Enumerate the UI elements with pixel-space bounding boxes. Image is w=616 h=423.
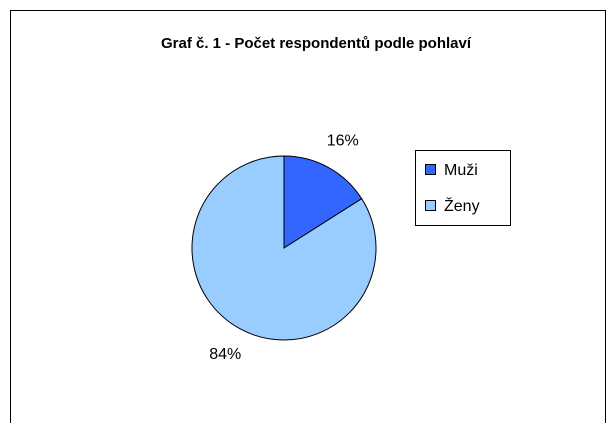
data-label: 84% [209,346,241,363]
chart-frame [10,10,606,423]
legend-label: Ženy [444,196,480,215]
legend-label: Muži [444,162,478,179]
pie-slice [283,155,363,249]
legend-swatch [425,164,436,175]
legend-swatch [425,200,436,211]
pie-slice [191,155,377,341]
data-label: 16% [327,132,359,149]
legend [415,150,511,226]
chart-title: Graf č. 1 - Počet respondentů podle pohl… [161,35,472,52]
